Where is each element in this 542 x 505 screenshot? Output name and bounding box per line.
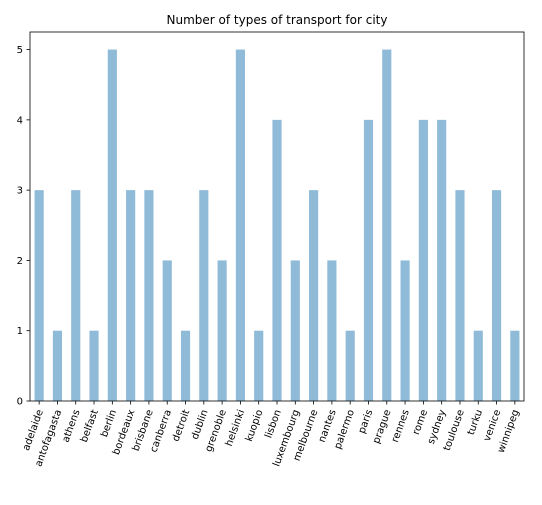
y-tick-label: 5: [17, 45, 23, 56]
y-tick-label: 0: [17, 397, 23, 408]
x-tick-label: turku: [466, 408, 485, 436]
x-tick-label: rennes: [390, 408, 412, 444]
bar-dublin: [199, 190, 209, 401]
x-tick-label: kuopio: [244, 408, 266, 443]
bar-canberra: [162, 260, 172, 401]
bar-kuopio: [254, 330, 264, 401]
bar-turku: [473, 330, 483, 401]
bar-grenoble: [217, 260, 227, 401]
y-tick-label: 2: [17, 256, 23, 267]
bar-melbourne: [309, 190, 319, 401]
bar-berlin: [107, 49, 117, 401]
bar-belfast: [89, 330, 99, 401]
y-tick-label: 3: [17, 186, 23, 197]
chart-title: Number of types of transport for city: [167, 13, 388, 27]
bar-palermo: [345, 330, 355, 401]
bar-prague: [382, 49, 392, 401]
bar-lisbon: [272, 119, 282, 402]
bar-toulouse: [455, 190, 465, 401]
bar-rome: [418, 119, 428, 402]
bar-brisbane: [144, 190, 154, 401]
bar-nantes: [327, 260, 337, 401]
plot-frame: [29, 31, 525, 402]
x-tick-label: rome: [411, 408, 430, 436]
bar-venice: [491, 190, 502, 401]
x-tick-label: paris: [357, 408, 376, 435]
bar-antofagasta: [52, 330, 63, 401]
bar-paris: [363, 119, 374, 402]
bars-group: [34, 49, 520, 402]
bar-detroit: [180, 330, 191, 401]
bar-athens: [71, 190, 81, 401]
x-tick-label: berlin: [99, 408, 119, 439]
bar-luxembourg: [290, 260, 300, 401]
y-tick-label: 4: [17, 115, 23, 126]
x-axis: adelaideantofagastaathensbelfastberlinbo…: [21, 401, 522, 468]
bar-adelaide: [34, 190, 44, 401]
bar-rennes: [400, 260, 410, 401]
bar-sydney: [437, 119, 447, 402]
bar-winnipeg: [510, 330, 520, 401]
bar-bordeaux: [126, 190, 136, 401]
x-tick-label: belfast: [79, 408, 101, 444]
bar-helsinki: [235, 49, 245, 401]
x-tick-label: lisbon: [263, 408, 283, 440]
y-axis: 0 1 2 3 4 5: [17, 45, 30, 408]
y-tick-label: 1: [17, 326, 23, 337]
